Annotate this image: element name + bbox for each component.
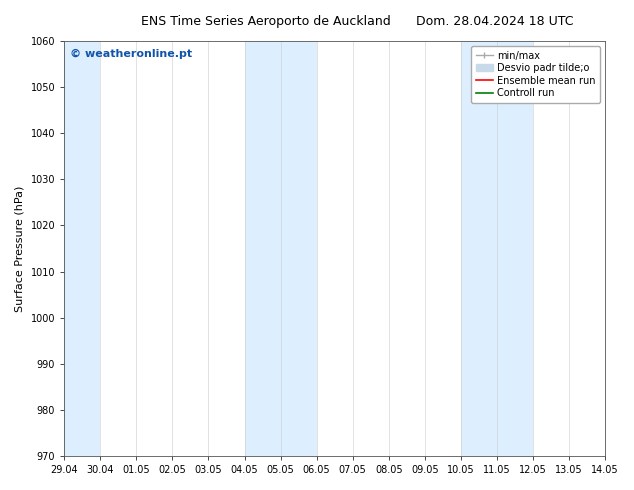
Legend: min/max, Desvio padr tilde;o, Ensemble mean run, Controll run: min/max, Desvio padr tilde;o, Ensemble m… <box>470 46 600 103</box>
Text: ENS Time Series Aeroporto de Auckland: ENS Time Series Aeroporto de Auckland <box>141 15 391 28</box>
Bar <box>461 41 533 456</box>
Text: © weatheronline.pt: © weatheronline.pt <box>70 49 191 59</box>
Y-axis label: Surface Pressure (hPa): Surface Pressure (hPa) <box>15 185 25 312</box>
Bar <box>245 41 316 456</box>
Bar <box>64 41 100 456</box>
Text: Dom. 28.04.2024 18 UTC: Dom. 28.04.2024 18 UTC <box>416 15 573 28</box>
